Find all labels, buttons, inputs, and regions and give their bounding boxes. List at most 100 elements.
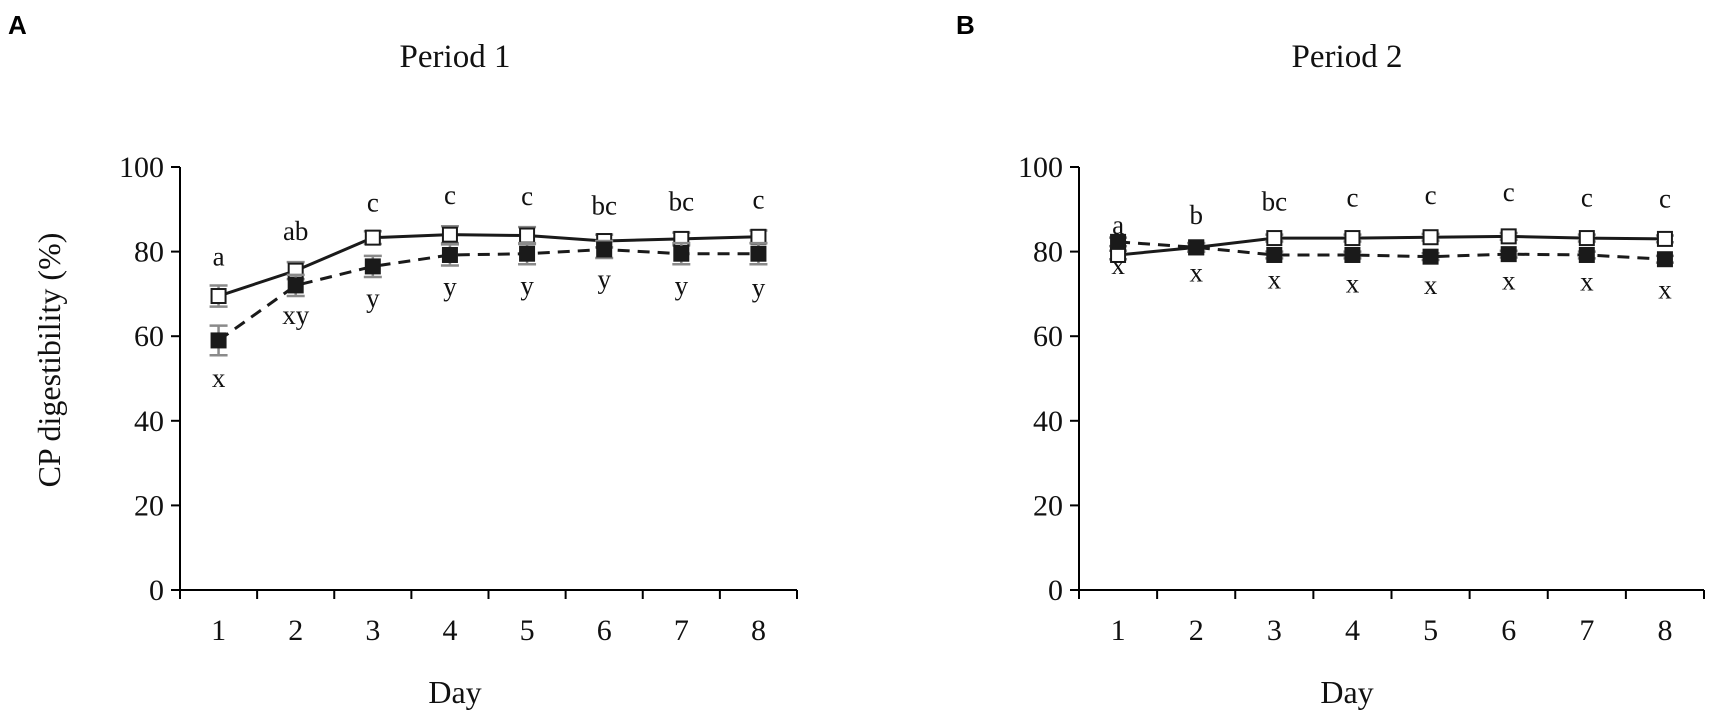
panel-b-filled-series-point bbox=[1266, 246, 1283, 263]
panel-a-x-tick-label: 1 bbox=[211, 614, 226, 647]
panel-a-filled-series-point bbox=[364, 258, 381, 275]
panel-a-open-series-line bbox=[218, 233, 759, 298]
panel-a-open-series-letter: a bbox=[213, 241, 225, 271]
panel-b-open-series-letter: b bbox=[1189, 200, 1203, 230]
panel-b-chart: Period 2 Day 0 20 40 60 80 100 1 2 3 4 5 6 7 8 a b bc c c c… bbox=[1018, 39, 1705, 710]
panel-b-x-tick-label: 8 bbox=[1657, 614, 1672, 647]
panel-b-x-tick-label: 2 bbox=[1189, 614, 1204, 647]
panel-b-y-tick-label: 80 bbox=[1033, 236, 1063, 269]
panel-a-chart: Period 1 Day CP digestibility (%) 0 20 40 6… bbox=[31, 39, 798, 710]
panel-b-open-series-point bbox=[1422, 229, 1439, 246]
panel-b-filled-series-point bbox=[1344, 246, 1361, 263]
panel-a-open-series-point bbox=[364, 229, 381, 246]
panel-b-x-tick-label: 4 bbox=[1345, 614, 1360, 647]
panel-b-filled-series-letter: x bbox=[1189, 258, 1203, 288]
panel-a-y-tick-label: 40 bbox=[134, 405, 164, 438]
panel-b-open-series-point bbox=[1578, 230, 1595, 247]
panel-b-filled-series-point bbox=[1422, 248, 1439, 265]
panel-a-y-tick-label: 60 bbox=[134, 320, 164, 353]
panel-a-filled-series-letter: y bbox=[752, 272, 766, 302]
panel-b-open-series-letter: c bbox=[1346, 183, 1358, 213]
panel-a-open-series-letter: ab bbox=[283, 216, 308, 246]
panel-b-filled-series-letter: x bbox=[1658, 275, 1672, 305]
panel-a-open-series-letter: bc bbox=[669, 187, 695, 217]
panel-b-filled-series-letter: x bbox=[1111, 250, 1125, 280]
panel-a-x-tick-label: 3 bbox=[365, 614, 380, 647]
panel-a-x-tick-label: 8 bbox=[751, 614, 766, 647]
panel-a-filled-series-point bbox=[519, 245, 536, 262]
panel-a-x-axis-label: Day bbox=[428, 674, 481, 710]
panel-a-x-tick-label: 6 bbox=[597, 614, 612, 647]
panel-a-filled-series-point bbox=[287, 277, 304, 294]
panel-b-x-tick-label: 7 bbox=[1579, 614, 1594, 647]
panel-a-filled-series-letter: y bbox=[520, 270, 534, 300]
panel-b-x-tick-label: 3 bbox=[1267, 614, 1282, 647]
panel-b-y-tick-label: 100 bbox=[1018, 151, 1063, 184]
panel-a-y-tick-label: 20 bbox=[134, 489, 164, 522]
panel-b-open-series-point bbox=[1500, 228, 1517, 245]
panel-a-filled-series-point bbox=[750, 245, 767, 262]
panel-b-x-axis-label: Day bbox=[1320, 674, 1373, 710]
panel-b-x-tick-label: 1 bbox=[1111, 614, 1126, 647]
panel-a-x-tick-label: 7 bbox=[674, 614, 689, 647]
panel-b-filled-series-letter: x bbox=[1346, 268, 1360, 298]
panel-b-filled-series-letter: x bbox=[1502, 266, 1516, 296]
panel-a-open-series-letter: c bbox=[444, 180, 456, 210]
panel-b-x-tick-label: 6 bbox=[1501, 614, 1516, 647]
panel-b-open-series-point bbox=[1344, 230, 1361, 247]
panel-a-y-axis-label: CP digestibility (%) bbox=[31, 233, 67, 488]
panel-b-y-tick-label: 0 bbox=[1048, 574, 1063, 607]
panel-a-filled-series-letter: xy bbox=[282, 300, 310, 330]
panel-b-filled-series-line bbox=[1117, 240, 1666, 261]
panel-b-filled-series-letter: x bbox=[1268, 264, 1282, 294]
panel-b-open-series-letter: c bbox=[1659, 184, 1671, 214]
panel-a-title: Period 1 bbox=[400, 39, 511, 75]
panel-a-open-series-letter: c bbox=[367, 187, 379, 217]
panel-b-y-tick-label: 60 bbox=[1033, 320, 1063, 353]
panel-a-open-series-letter: c bbox=[521, 181, 533, 211]
panel-a-filled-series-letter: x bbox=[212, 363, 226, 393]
panel-a-filled-series-line bbox=[217, 247, 759, 342]
panel-a-filled-series-point bbox=[673, 245, 690, 262]
panel-b-letter: B bbox=[956, 10, 975, 40]
panel-a-x-tick-label: 4 bbox=[442, 614, 457, 647]
panel-a-open-series-point bbox=[519, 227, 536, 244]
panel-a-filled-series-letter: y bbox=[675, 270, 689, 300]
panel-b-open-series-letter: c bbox=[1581, 183, 1593, 213]
panel-b-filled-series-point bbox=[1500, 246, 1517, 263]
panel-a-open-series-point bbox=[441, 226, 458, 243]
panel-b-y-tick-label: 40 bbox=[1033, 405, 1063, 438]
panel-b-filled-series-point bbox=[1110, 233, 1127, 250]
panel-a-open-series-letter: bc bbox=[591, 191, 617, 221]
panel-a-letter: A bbox=[8, 10, 27, 40]
panel-a-open-series-letter: c bbox=[752, 184, 764, 214]
panel-b-y-tick-label: 20 bbox=[1033, 489, 1063, 522]
panel-a-y-tick-label: 100 bbox=[119, 151, 164, 184]
panel-b-open-series-line bbox=[1117, 234, 1665, 257]
panel-a-x-tick-label: 5 bbox=[520, 614, 535, 647]
panel-b-open-series-letter: bc bbox=[1262, 187, 1288, 217]
panel-a-filled-series-letter: y bbox=[366, 283, 380, 313]
panel-b-open-series-letter: a bbox=[1112, 210, 1124, 240]
panel-b-title: Period 2 bbox=[1292, 39, 1403, 75]
panel-b-open-series-point bbox=[1656, 230, 1673, 247]
panel-a-filled-series-point bbox=[210, 332, 227, 349]
panel-b-open-series-point bbox=[1266, 230, 1283, 247]
panel-b-x-tick-label: 5 bbox=[1423, 614, 1438, 647]
panel-a-y-tick-label: 0 bbox=[149, 574, 164, 607]
panel-b-filled-series-letter: x bbox=[1580, 266, 1594, 296]
panel-b-filled-series-point bbox=[1578, 246, 1595, 263]
panel-a-filled-series-letter: y bbox=[597, 264, 611, 294]
panel-b-open-series-letter: c bbox=[1425, 180, 1437, 210]
panel-a-open-series-point bbox=[210, 288, 227, 305]
panel-a-open-series-point bbox=[750, 228, 767, 245]
panel-b-filled-series-point bbox=[1188, 239, 1205, 256]
panel-a-filled-series-point bbox=[441, 246, 458, 263]
panel-b-open-series-letter: c bbox=[1503, 177, 1515, 207]
panel-b-filled-series-letter: x bbox=[1424, 270, 1438, 300]
panel-a-y-tick-label: 80 bbox=[134, 236, 164, 269]
panel-a-filled-series-letter: y bbox=[443, 272, 457, 302]
panel-a-filled-series-point bbox=[596, 241, 613, 258]
panel-b-filled-series-point bbox=[1656, 251, 1673, 268]
